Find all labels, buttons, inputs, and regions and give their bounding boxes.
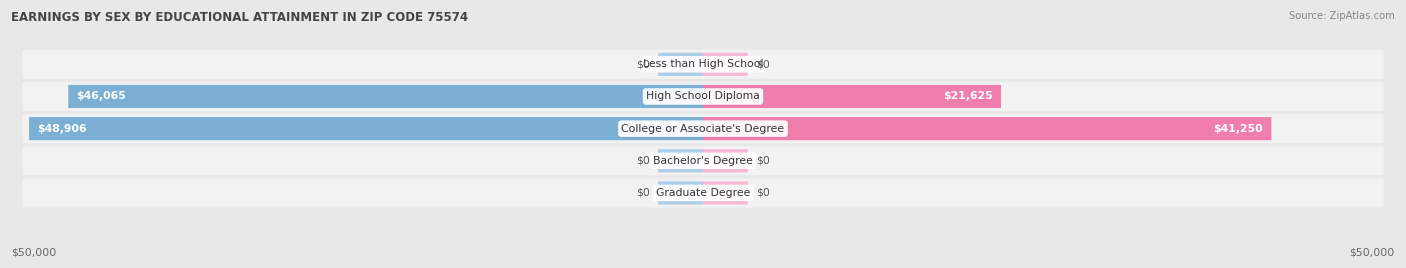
Text: College or Associate's Degree: College or Associate's Degree xyxy=(621,124,785,134)
FancyBboxPatch shape xyxy=(658,53,703,76)
Text: EARNINGS BY SEX BY EDUCATIONAL ATTAINMENT IN ZIP CODE 75574: EARNINGS BY SEX BY EDUCATIONAL ATTAINMEN… xyxy=(11,11,468,24)
FancyBboxPatch shape xyxy=(69,85,703,108)
FancyBboxPatch shape xyxy=(30,117,703,140)
FancyBboxPatch shape xyxy=(22,146,1384,175)
Text: Source: ZipAtlas.com: Source: ZipAtlas.com xyxy=(1289,11,1395,21)
FancyBboxPatch shape xyxy=(658,181,703,204)
Text: $21,625: $21,625 xyxy=(943,91,993,102)
FancyBboxPatch shape xyxy=(22,82,1384,111)
Text: Graduate Degree: Graduate Degree xyxy=(655,188,751,198)
FancyBboxPatch shape xyxy=(22,178,1384,207)
Text: $50,000: $50,000 xyxy=(1350,247,1395,257)
Text: Bachelor's Degree: Bachelor's Degree xyxy=(652,156,754,166)
Text: $41,250: $41,250 xyxy=(1213,124,1263,134)
Text: $0: $0 xyxy=(756,59,770,69)
FancyBboxPatch shape xyxy=(22,114,1384,143)
Text: $50,000: $50,000 xyxy=(11,247,56,257)
Text: $0: $0 xyxy=(636,188,650,198)
Text: $0: $0 xyxy=(756,156,770,166)
Text: High School Diploma: High School Diploma xyxy=(647,91,759,102)
FancyBboxPatch shape xyxy=(658,149,703,172)
Text: Less than High School: Less than High School xyxy=(643,59,763,69)
FancyBboxPatch shape xyxy=(22,50,1384,79)
FancyBboxPatch shape xyxy=(703,181,748,204)
Text: $48,906: $48,906 xyxy=(38,124,87,134)
FancyBboxPatch shape xyxy=(703,117,1271,140)
FancyBboxPatch shape xyxy=(703,85,1001,108)
FancyBboxPatch shape xyxy=(703,53,748,76)
Text: $0: $0 xyxy=(636,59,650,69)
Text: $0: $0 xyxy=(756,188,770,198)
Text: $46,065: $46,065 xyxy=(76,91,127,102)
Text: $0: $0 xyxy=(636,156,650,166)
FancyBboxPatch shape xyxy=(703,149,748,172)
